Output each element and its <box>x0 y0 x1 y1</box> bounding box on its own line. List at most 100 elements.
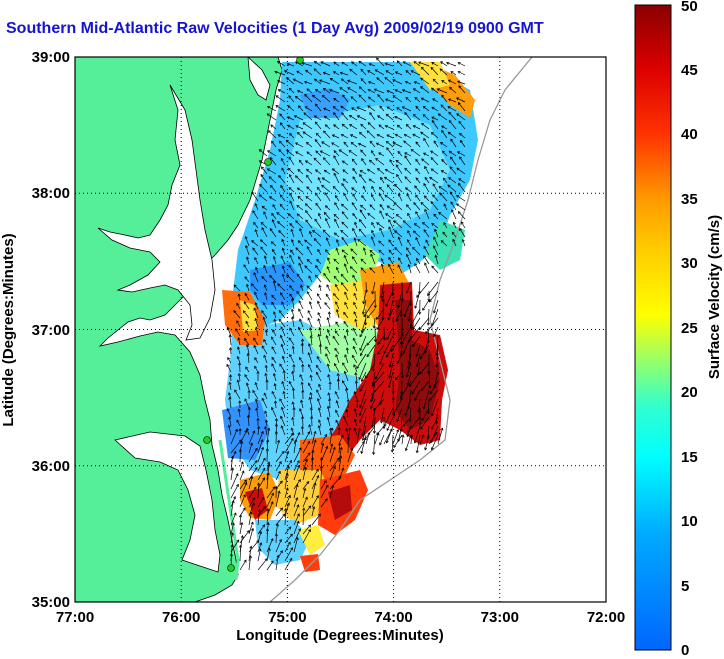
velocity-arrow <box>414 263 421 274</box>
velocity-arrowhead <box>401 106 405 110</box>
velocity-arrowhead <box>231 522 235 526</box>
velocity-arrowhead <box>300 415 305 419</box>
velocity-arrowhead <box>243 479 247 483</box>
velocity-arrow <box>366 130 376 139</box>
velocity-arrow <box>394 230 403 238</box>
velocity-arrowhead <box>370 397 374 401</box>
velocity-arrow <box>257 558 268 571</box>
velocity-arrow <box>366 344 376 357</box>
velocity-arrowhead <box>457 211 461 215</box>
velocity-arrow <box>388 226 394 238</box>
velocity-arrowhead <box>285 139 289 143</box>
velocity-arrow <box>320 498 328 508</box>
velocity-arrow <box>333 112 340 121</box>
velocity-arrowhead <box>307 317 311 321</box>
velocity-arrowhead <box>263 506 266 510</box>
velocity-arrow <box>453 222 457 229</box>
velocity-arrow <box>314 238 322 247</box>
velocity-arrow <box>329 447 336 463</box>
velocity-arrowhead <box>366 168 370 172</box>
velocity-arrowhead <box>289 133 293 136</box>
velocity-arrowhead <box>431 106 435 110</box>
velocity-arrow <box>350 266 358 274</box>
velocity-arrow <box>315 150 322 157</box>
velocity-arrow <box>261 310 268 319</box>
velocity-arrow <box>302 459 308 472</box>
velocity-arrowhead <box>279 113 283 117</box>
velocity-arrowhead <box>264 410 268 414</box>
velocity-arrow <box>230 374 232 382</box>
velocity-arrowhead <box>354 318 358 322</box>
velocity-arrowhead <box>308 505 312 509</box>
velocity-arrow <box>243 264 250 274</box>
velocity-arrowhead <box>323 169 327 173</box>
velocity-arrowhead <box>318 343 322 347</box>
velocity-arrow <box>297 187 304 193</box>
plot-frame <box>74 56 607 603</box>
velocity-arrowhead <box>313 238 317 242</box>
velocity-arrowhead <box>420 426 424 430</box>
velocity-arrow <box>329 443 333 454</box>
velocity-arrow <box>327 406 331 418</box>
velocity-arrow <box>314 219 322 229</box>
velocity-arrowhead <box>357 427 361 431</box>
velocity-arrowhead <box>415 194 419 198</box>
velocity-arrowhead <box>447 131 451 135</box>
velocity-arrow <box>275 550 283 562</box>
velocity-arrow <box>369 63 376 67</box>
velocity-arrow <box>415 237 421 247</box>
velocity-arrow <box>388 239 394 247</box>
velocity-arrow <box>247 353 250 364</box>
velocity-arrowhead <box>396 418 400 423</box>
velocity-arrow <box>356 353 367 369</box>
velocity-arrow <box>359 219 367 229</box>
velocity-arrow <box>320 480 327 490</box>
velocity-arrowhead <box>330 443 334 447</box>
velocity-arrowhead <box>289 192 293 196</box>
velocity-arrowhead <box>247 389 251 393</box>
velocity-arrow <box>344 354 349 364</box>
velocity-arrow <box>252 390 259 400</box>
velocity-arrowhead <box>334 218 337 222</box>
velocity-arrow <box>341 282 349 292</box>
velocity-arrow <box>392 95 403 103</box>
velocity-arrowhead <box>343 370 347 374</box>
velocity-arrow <box>349 68 358 76</box>
velocity-arrowhead <box>325 445 329 449</box>
velocity-arrow <box>275 461 282 472</box>
velocity-arrow <box>257 431 264 445</box>
velocity-arrowhead <box>370 424 374 428</box>
velocity-arrow <box>320 465 322 481</box>
velocity-arrow <box>350 142 358 148</box>
velocity-arrow <box>311 482 316 499</box>
velocity-arrow <box>329 466 336 481</box>
velocity-arrowhead <box>373 339 378 343</box>
velocity-arrow <box>397 124 403 130</box>
velocity-arrow <box>367 308 376 318</box>
velocity-arrow <box>364 425 376 441</box>
velocity-arrow <box>315 103 322 112</box>
velocity-arrowhead <box>377 115 381 119</box>
velocity-arrowhead <box>275 105 279 108</box>
velocity-arrowhead <box>226 326 230 330</box>
velocity-arrow <box>254 203 259 211</box>
velocity-arrow <box>269 228 277 238</box>
velocity-arrowhead <box>325 346 329 350</box>
velocity-arrowhead <box>227 357 231 361</box>
velocity-arrow <box>299 408 304 418</box>
velocity-arrow <box>367 89 376 94</box>
velocity-arrowhead <box>254 460 258 464</box>
velocity-arrowhead <box>317 293 320 297</box>
velocity-arrowhead <box>351 158 355 162</box>
velocity-arrow <box>379 187 385 193</box>
velocity-arrowhead <box>424 262 428 266</box>
velocity-arrow <box>380 407 385 423</box>
velocity-arrow <box>230 429 238 445</box>
velocity-arrow <box>279 204 286 211</box>
velocity-arrow <box>423 106 430 112</box>
velocity-arrow <box>306 291 313 301</box>
velocity-arrow <box>299 374 304 382</box>
velocity-arrowhead <box>298 262 302 266</box>
velocity-arrow <box>271 391 277 400</box>
velocity-arrowhead <box>243 301 247 305</box>
